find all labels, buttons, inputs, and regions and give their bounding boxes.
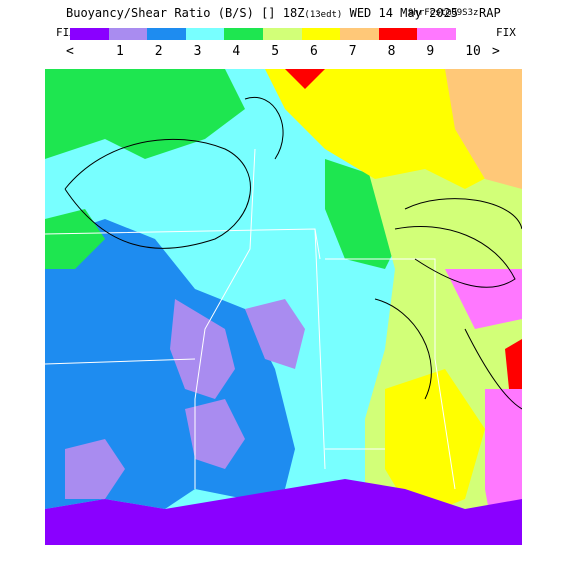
legend-swatch [147,28,186,40]
less-than-symbol: < [66,44,74,59]
run-info: 9hrFcst@09S3z [408,8,479,18]
legend-swatch [301,28,341,40]
legend-swatch [262,28,302,40]
legend-tick-label: 8 [387,44,396,59]
region-green-west [45,209,105,269]
legend-tick-label: 5 [271,44,280,59]
legend-tick-label: 4 [232,44,241,59]
region-lavender-3 [65,439,125,499]
legend-tick-label: 7 [348,44,357,59]
border-2 [194,148,256,489]
legend-tick-label: 3 [193,44,202,59]
field-regions [45,69,522,545]
legend-swatch [70,28,109,40]
legend-tick-label: 2 [154,44,163,59]
border-5 [45,358,196,365]
ratio-map [45,69,522,545]
title-text: Buoyancy/Shear Ratio (B/S) [] 18Z(13edt)… [66,6,458,20]
contour-6 [464,328,522,410]
region-green-north [45,69,245,159]
legend-swatch [224,28,263,40]
contour-5 [374,298,432,400]
legend-swatch [108,28,148,40]
contour-3 [404,198,522,230]
legend-swatch [185,28,225,40]
legend-swatch [417,28,456,40]
color-legend [70,28,456,40]
greater-than-symbol: > [492,44,500,59]
contour-1 [64,138,251,249]
gulf-region [45,479,522,545]
border-3 [314,228,326,470]
region-orange-northeast [445,69,522,189]
contour-2 [244,96,284,160]
region-red-north [285,69,325,89]
legend-tick-label: 10 [465,44,481,59]
title-subtext: (13edt) [304,10,343,20]
contour-lines [64,96,522,410]
region-yellow-southeast [385,369,485,519]
fix-right-label: FIX [496,26,516,39]
region-lavender-4 [185,399,245,469]
legend-ticks: < > 1 2 3 4 5 6 7 8 9 10 [66,44,506,60]
border-4 [325,258,456,490]
contour-4 [394,225,516,288]
region-lavender-2 [245,299,305,369]
state-borders [45,148,456,490]
title-date: WED 14 May 2025 [349,6,458,20]
legend-tick-label: 6 [310,44,318,59]
legend-tick-label: 1 [116,44,124,59]
legend-swatch [378,28,418,40]
legend-tick-label: 9 [426,44,435,59]
model-name: RAP [479,6,501,20]
legend-swatch [340,28,379,40]
